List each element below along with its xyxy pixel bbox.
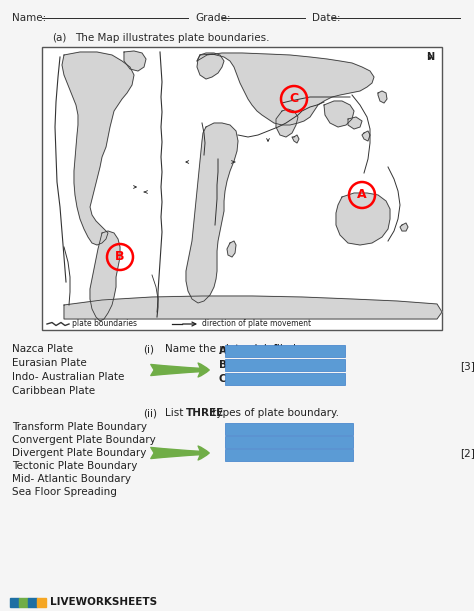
Bar xyxy=(42,47,442,330)
Text: Divergent Plate Boundary: Divergent Plate Boundary xyxy=(12,448,146,458)
Polygon shape xyxy=(362,131,370,141)
Polygon shape xyxy=(64,296,442,319)
Text: A: A xyxy=(357,189,367,202)
Text: Eurasian Plate: Eurasian Plate xyxy=(12,358,87,368)
Text: (a): (a) xyxy=(52,33,66,43)
Text: Grade:: Grade: xyxy=(195,13,230,23)
FancyBboxPatch shape xyxy=(225,359,345,371)
Text: Transform Plate Boundary: Transform Plate Boundary xyxy=(12,422,147,432)
Bar xyxy=(19,598,28,607)
FancyBboxPatch shape xyxy=(225,449,353,461)
Bar xyxy=(10,598,19,607)
Text: A.: A. xyxy=(219,346,231,356)
FancyBboxPatch shape xyxy=(225,423,353,435)
Text: N: N xyxy=(426,52,434,62)
Text: C.: C. xyxy=(219,374,231,384)
Polygon shape xyxy=(197,53,374,125)
Polygon shape xyxy=(400,223,408,231)
Text: A.: A. xyxy=(272,344,284,354)
Polygon shape xyxy=(336,193,390,245)
Text: Indo- Australian Plate: Indo- Australian Plate xyxy=(12,372,124,382)
Text: Convergent Plate Boundary: Convergent Plate Boundary xyxy=(12,435,156,445)
Polygon shape xyxy=(62,52,134,245)
Polygon shape xyxy=(197,53,224,79)
Text: [3]: [3] xyxy=(460,361,474,371)
Text: Date:: Date: xyxy=(312,13,340,23)
Polygon shape xyxy=(324,101,354,127)
FancyBboxPatch shape xyxy=(225,436,353,448)
Text: LIVEWORKSHEETS: LIVEWORKSHEETS xyxy=(50,597,157,607)
Polygon shape xyxy=(348,117,362,129)
Polygon shape xyxy=(124,51,146,71)
Text: List: List xyxy=(165,408,187,418)
Text: B: B xyxy=(115,251,125,263)
Text: The Map illustrates plate boundaries.: The Map illustrates plate boundaries. xyxy=(75,33,270,43)
Text: (ii): (ii) xyxy=(143,408,157,418)
Text: C: C xyxy=(290,92,299,106)
Text: Nazca Plate: Nazca Plate xyxy=(12,344,73,354)
Text: B.: B. xyxy=(219,360,231,370)
Polygon shape xyxy=(378,91,387,103)
Bar xyxy=(37,598,46,607)
Text: types of plate boundary.: types of plate boundary. xyxy=(210,408,339,418)
Polygon shape xyxy=(276,109,298,137)
Text: Caribbean Plate: Caribbean Plate xyxy=(12,386,95,396)
Text: (i): (i) xyxy=(143,344,154,354)
Text: Name the plates labelled:: Name the plates labelled: xyxy=(165,344,303,354)
Text: Sea Floor Spreading: Sea Floor Spreading xyxy=(12,487,117,497)
Text: Name:: Name: xyxy=(12,13,46,23)
FancyBboxPatch shape xyxy=(225,373,345,385)
Bar xyxy=(28,598,37,607)
Text: THREE: THREE xyxy=(185,408,224,418)
Text: [2]: [2] xyxy=(460,448,474,458)
Polygon shape xyxy=(90,231,120,321)
Text: plate boundaries: plate boundaries xyxy=(72,320,137,329)
Polygon shape xyxy=(227,241,236,257)
Polygon shape xyxy=(292,135,299,143)
Text: Mid- Atlantic Boundary: Mid- Atlantic Boundary xyxy=(12,474,131,484)
Text: Tectonic Plate Boundary: Tectonic Plate Boundary xyxy=(12,461,137,471)
FancyBboxPatch shape xyxy=(225,345,345,357)
Polygon shape xyxy=(186,123,238,303)
Text: direction of plate movement: direction of plate movement xyxy=(202,320,311,329)
